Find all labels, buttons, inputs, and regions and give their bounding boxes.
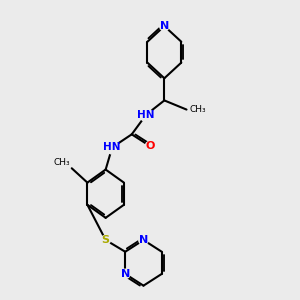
Text: CH₃: CH₃ — [54, 158, 70, 167]
Text: N: N — [160, 21, 169, 31]
Text: N: N — [121, 269, 130, 279]
Circle shape — [101, 235, 110, 245]
Circle shape — [160, 21, 169, 31]
Circle shape — [106, 141, 119, 154]
Text: HN: HN — [103, 142, 121, 152]
Circle shape — [139, 235, 148, 245]
Circle shape — [121, 269, 130, 279]
Text: CH₃: CH₃ — [189, 105, 206, 114]
Text: S: S — [102, 235, 110, 245]
Text: HN: HN — [137, 110, 155, 120]
Text: O: O — [145, 141, 155, 151]
Circle shape — [140, 108, 153, 121]
Circle shape — [145, 141, 155, 151]
Text: N: N — [139, 235, 148, 245]
